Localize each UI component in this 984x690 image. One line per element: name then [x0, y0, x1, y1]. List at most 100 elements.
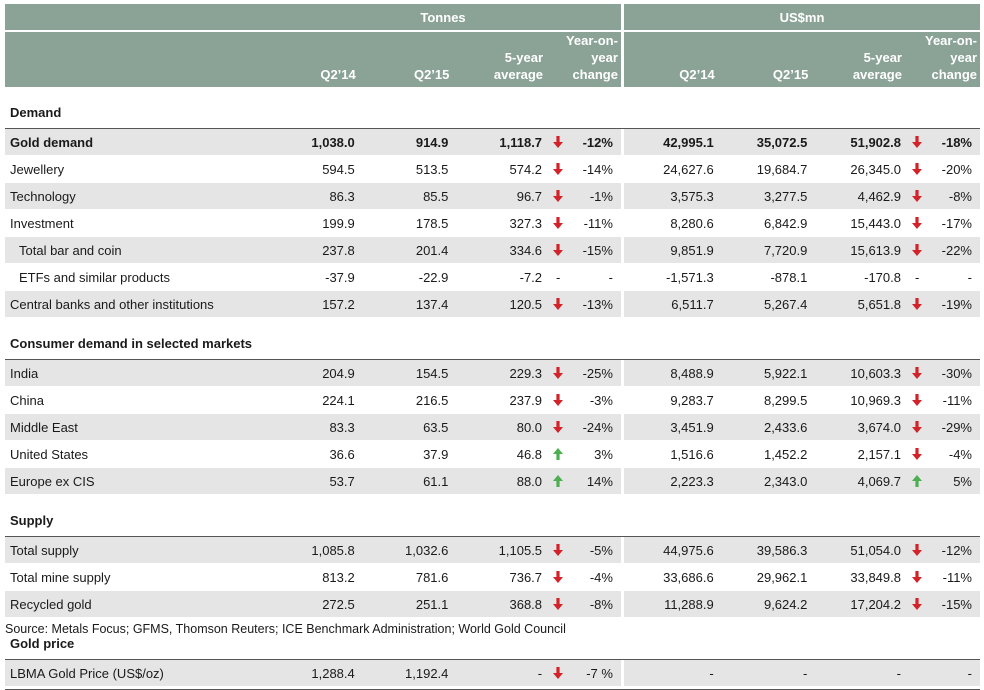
row-label: United States: [10, 446, 89, 462]
arrow-down-icon: [552, 162, 564, 176]
tonnes-q2-14-cell: 83.3: [265, 413, 359, 441]
dash-mark: -: [914, 269, 920, 285]
usd-q2-14-cell: 44,975.6: [624, 536, 718, 564]
u-yoy-value: -30%: [941, 365, 972, 381]
u-yoy-value: -19%: [941, 296, 972, 312]
tonnes-q2-15-cell: 178.5: [415, 215, 449, 231]
table-row: United States 36.6 37.9 46.8 3% 1,516.6 1,452.…: [5, 441, 980, 468]
usd-q2-15-cell: 39,586.3: [717, 536, 812, 564]
tonnes-5yr-avg-cell: 574.2: [509, 161, 543, 177]
table-body: Demand Gold demand 1,038.0 914.9 1,118.7 -12%…: [5, 87, 980, 690]
arrow-down-icon: [911, 570, 923, 584]
u-yoy-value: -: [967, 665, 972, 681]
tonnes-q2-15-cell: 63.5: [358, 413, 453, 441]
usd-5yr-avg-cell: 10,603.3: [811, 359, 905, 387]
column-gap: [620, 236, 625, 264]
usd-q2-15-cell: -878.1: [770, 269, 808, 285]
table-row: Middle East 83.3 63.5 80.0 -24% 3,451.9 2,433.…: [5, 413, 980, 441]
table-row: Total mine supply 813.2 781.6 736.7 -4% 33,68…: [5, 564, 980, 591]
usd-5yr-avg-cell: 2,157.1: [857, 446, 901, 462]
u-yoy-cell: -29%: [904, 413, 980, 441]
t-yoy-value: 3%: [594, 446, 613, 462]
row-label: ETFs and similar products: [19, 269, 170, 285]
header-gap: [620, 4, 625, 32]
tonnes-q2-14-cell: 36.6: [329, 446, 355, 462]
arrow-up-icon: [911, 474, 923, 488]
usd-q2-14-cell: 3,451.9: [624, 413, 718, 441]
u-yoy-cell: -15%: [904, 590, 980, 618]
usd-q2-14-cell: 1,516.6: [670, 446, 714, 462]
arrow-down-icon: [552, 420, 564, 434]
arrow-down-icon: [911, 366, 923, 380]
tonnes-q2-15-cell: 1,032.6: [358, 536, 453, 564]
table-row: India 204.9 154.5 229.3 -25% 8,488.9 5,922.1 10…: [5, 359, 980, 387]
tonnes-q2-15-cell: 154.5: [358, 359, 453, 387]
usd-q2-15-cell: 2,343.0: [717, 467, 812, 495]
arrow-down-icon: [552, 666, 564, 680]
arrow-down-icon: [552, 570, 564, 584]
usd-q2-15-cell: 19,684.7: [756, 161, 808, 177]
t-yoy-value: -11%: [583, 215, 613, 231]
u-yoy-value: -22%: [941, 242, 972, 258]
usd-5yr-avg-cell: 15,613.9: [811, 236, 905, 264]
tonnes-5yr-avg-cell: 334.6: [452, 236, 547, 264]
tonnes-q2-15-cell: 216.5: [415, 392, 449, 408]
u-yoy-value: -17%: [941, 215, 972, 231]
header-blank-cell: [5, 31, 266, 87]
header-column-row: Q2’14 Q2’15 5-year average Year-on-year c…: [5, 31, 980, 87]
bottom-rule-cell: [5, 686, 980, 690]
usd-5yr-avg-cell: 33,849.8: [850, 569, 901, 585]
usd-q2-14-cell: -: [624, 659, 718, 687]
t-yoy-value: -: [608, 269, 613, 285]
u-yoy-value: -11%: [942, 392, 972, 408]
tonnes-q2-14-cell: 813.2: [322, 569, 355, 585]
row-label: Investment: [10, 215, 74, 231]
row-label: Europe ex CIS: [5, 467, 266, 495]
arrow-down-icon: [911, 393, 923, 407]
usd-q2-14-cell: -1,571.3: [666, 269, 714, 285]
u-yoy-cell: -4%: [905, 441, 980, 468]
arrow-down-icon: [911, 420, 923, 434]
t-yoy-value: -13%: [582, 296, 613, 312]
header-usd-yoy: Year-on-year change: [904, 31, 980, 87]
usd-q2-15-cell: 1,452.2: [763, 446, 808, 462]
usd-q2-14-cell: 24,627.6: [663, 161, 714, 177]
section-title: Consumer demand in selected markets: [5, 317, 980, 360]
table-row: ETFs and similar products -37.9 -22.9 -7.2-…: [5, 264, 980, 291]
t-yoy-value: -7 %: [586, 665, 613, 681]
tonnes-5yr-avg-cell: 368.8: [452, 590, 547, 618]
usd-5yr-avg-cell: 4,069.7: [811, 467, 905, 495]
tonnes-q2-14-cell: -37.9: [325, 269, 355, 285]
t-yoy-value: -1%: [589, 188, 613, 204]
usd-q2-14-cell: 6,511.7: [624, 290, 718, 318]
tonnes-q2-15-cell: 37.9: [423, 446, 449, 462]
usd-5yr-avg-cell: 51,902.8: [811, 128, 905, 156]
tonnes-q2-14-cell: 53.7: [265, 467, 359, 495]
dash-mark: -: [556, 269, 561, 285]
t-yoy-cell: 14%: [546, 467, 621, 495]
u-yoy-cell: -8%: [904, 182, 980, 210]
u-yoy-cell: -18%: [904, 128, 980, 156]
column-gap: [620, 290, 625, 318]
table-row: Technology 86.3 85.5 96.7 -1% 3,575.3 3,277.5 4…: [5, 182, 980, 210]
arrow-down-icon: [911, 243, 923, 257]
row-label: Middle East: [5, 413, 266, 441]
row-label: Central banks and other institutions: [5, 290, 266, 318]
usd-q2-14-cell: 9,851.9: [624, 236, 718, 264]
t-yoy-cell: -5%: [546, 536, 621, 564]
t-yoy-cell: -12%: [546, 128, 621, 156]
tonnes-5yr-avg-cell: 327.3: [509, 215, 543, 231]
row-label: India: [5, 359, 266, 387]
column-gap: [620, 128, 625, 156]
arrow-down-icon: [552, 543, 564, 557]
section-title: Supply: [5, 494, 980, 537]
usd-5yr-avg-cell: 26,345.0: [850, 161, 901, 177]
t-yoy-value: -25%: [582, 365, 613, 381]
row-label: Total mine supply: [10, 569, 111, 585]
row-label: LBMA Gold Price (US$/oz): [5, 659, 266, 687]
column-gap: [620, 182, 625, 210]
t-yoy-cell: -11%: [546, 210, 621, 237]
t-yoy-value: -14%: [582, 161, 613, 177]
t-yoy-value: -12%: [582, 134, 613, 150]
arrow-down-icon: [552, 243, 564, 257]
